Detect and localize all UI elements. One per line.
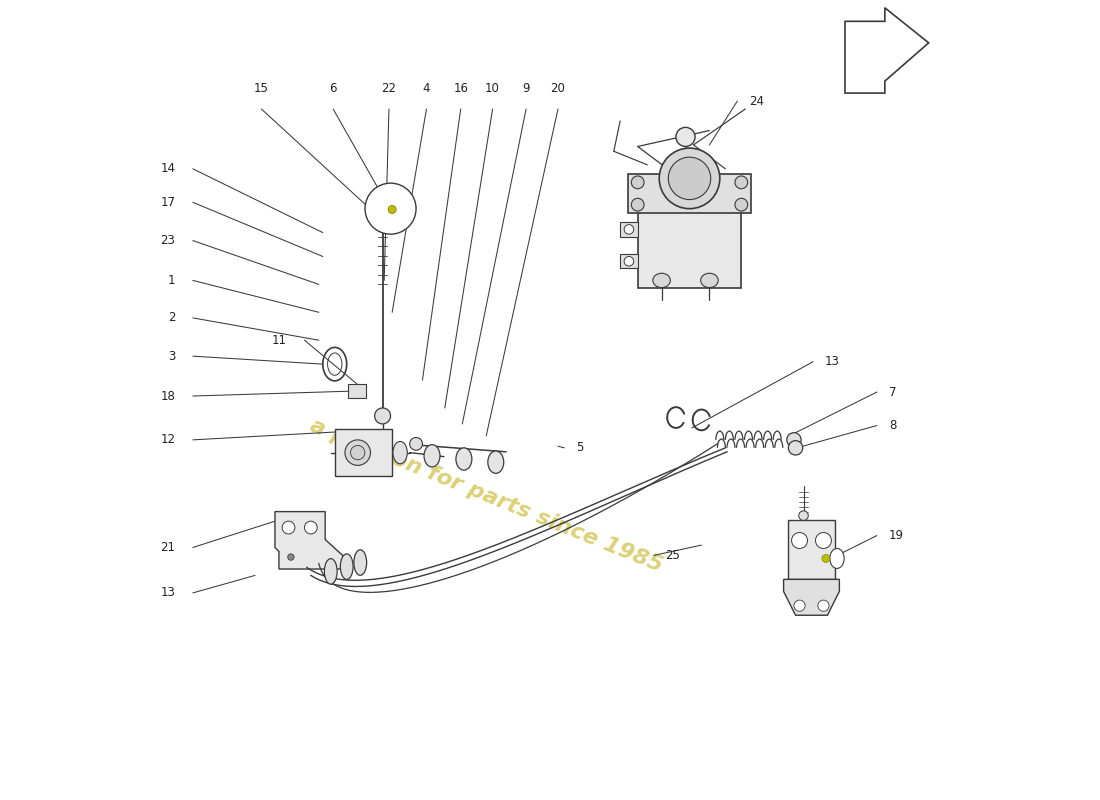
Text: 23: 23	[161, 234, 175, 247]
Text: 10: 10	[485, 82, 501, 94]
Text: 16: 16	[453, 82, 469, 94]
Bar	[620, 222, 638, 237]
Circle shape	[365, 183, 416, 234]
Ellipse shape	[324, 558, 337, 584]
Text: 11: 11	[272, 334, 287, 346]
Circle shape	[799, 511, 808, 520]
Circle shape	[631, 198, 645, 211]
Circle shape	[735, 176, 748, 189]
Text: 14: 14	[161, 162, 175, 175]
Text: 8: 8	[889, 419, 896, 432]
Ellipse shape	[652, 274, 670, 287]
Bar	[349, 384, 366, 398]
Text: 7: 7	[889, 386, 896, 398]
Circle shape	[676, 127, 695, 146]
Bar	[788, 519, 835, 579]
Circle shape	[305, 521, 317, 534]
Text: 15: 15	[254, 82, 268, 94]
Bar	[628, 174, 751, 213]
Bar	[638, 201, 741, 288]
Ellipse shape	[340, 554, 353, 579]
Text: 6: 6	[329, 82, 337, 94]
Text: 9: 9	[522, 82, 530, 94]
Bar	[620, 254, 638, 269]
Circle shape	[822, 554, 829, 562]
Text: 13: 13	[825, 355, 840, 368]
Circle shape	[794, 600, 805, 611]
Ellipse shape	[487, 451, 504, 474]
Text: 5: 5	[576, 442, 584, 454]
Text: 20: 20	[550, 82, 565, 94]
Ellipse shape	[424, 445, 440, 467]
Circle shape	[624, 257, 634, 266]
Circle shape	[288, 554, 294, 560]
Circle shape	[818, 600, 829, 611]
Text: 3: 3	[168, 350, 175, 362]
Circle shape	[375, 408, 390, 424]
Circle shape	[388, 206, 396, 214]
Circle shape	[669, 157, 711, 199]
Text: 22: 22	[382, 82, 396, 94]
Circle shape	[631, 176, 645, 189]
Text: 24: 24	[749, 94, 764, 107]
Ellipse shape	[393, 442, 407, 464]
Circle shape	[409, 438, 422, 450]
Text: a passion for parts since 1985: a passion for parts since 1985	[307, 415, 666, 576]
Circle shape	[815, 533, 832, 549]
Ellipse shape	[455, 448, 472, 470]
Circle shape	[282, 521, 295, 534]
Polygon shape	[845, 8, 928, 93]
Text: 13: 13	[161, 586, 175, 599]
Circle shape	[659, 148, 719, 209]
Circle shape	[624, 225, 634, 234]
Ellipse shape	[701, 274, 718, 287]
Circle shape	[373, 209, 392, 228]
Text: 17: 17	[161, 196, 175, 209]
Circle shape	[789, 441, 803, 455]
Text: 4: 4	[422, 82, 430, 94]
Circle shape	[735, 198, 748, 211]
Text: 1: 1	[168, 274, 175, 287]
Bar	[334, 430, 392, 476]
Text: 19: 19	[889, 529, 904, 542]
Polygon shape	[275, 512, 343, 569]
Circle shape	[786, 433, 801, 447]
Text: 21: 21	[161, 541, 175, 554]
Circle shape	[345, 440, 371, 466]
Text: 25: 25	[666, 549, 681, 562]
Text: 18: 18	[161, 390, 175, 402]
Circle shape	[792, 533, 807, 549]
Text: 2: 2	[168, 311, 175, 324]
Circle shape	[351, 446, 365, 460]
Ellipse shape	[829, 549, 844, 569]
Polygon shape	[783, 579, 839, 615]
Ellipse shape	[354, 550, 366, 575]
Text: 12: 12	[161, 434, 175, 446]
